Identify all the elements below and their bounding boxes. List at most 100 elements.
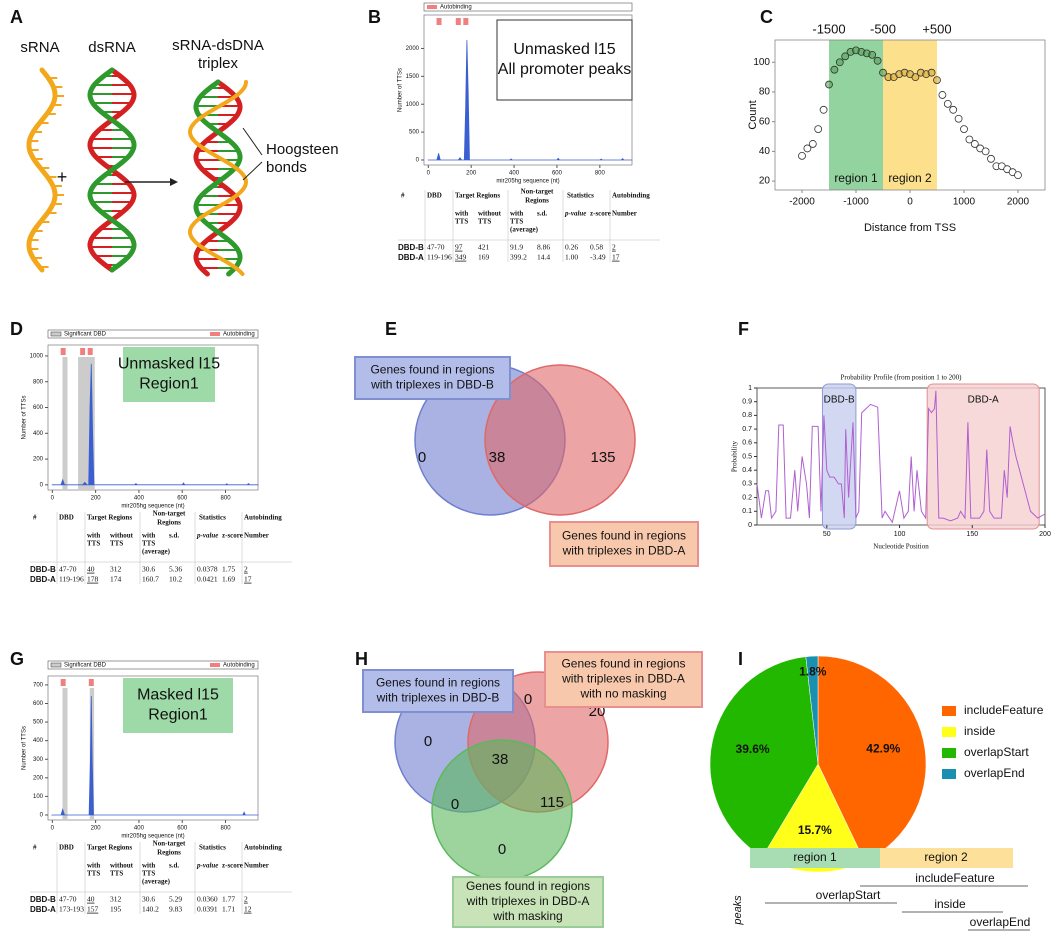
legend-label: inside	[964, 724, 996, 738]
x-tick-label: 0	[907, 197, 913, 208]
table-subheader: with	[455, 210, 468, 218]
data-point	[835, 58, 844, 67]
label: triplex	[198, 55, 239, 72]
panel-label: F	[738, 319, 749, 339]
tts-area	[427, 40, 633, 161]
legend-swatch	[942, 727, 956, 737]
table-header: Non-target	[153, 510, 186, 518]
y-tick-label: 0	[40, 813, 44, 819]
table-cell: DBD-A	[398, 253, 424, 262]
autobinding-marker	[60, 679, 66, 686]
label: dsRNA	[88, 39, 136, 56]
region-label: region 1	[793, 850, 837, 864]
region-label: DBD-B	[824, 395, 855, 406]
y-tick-label: 400	[33, 738, 44, 744]
table-cell: 30.6	[142, 565, 155, 574]
table-subheader: TTS	[110, 870, 123, 878]
y-tick-label: 600	[33, 405, 44, 411]
y-axis-label: Number of TTSs	[398, 68, 404, 112]
table-subheader: (average)	[142, 878, 171, 886]
table-cell: 40	[87, 895, 95, 904]
legend-swatch	[942, 748, 956, 758]
table-cell: 30.6	[142, 895, 155, 904]
y-axis-label: Number of TTSs	[22, 726, 28, 770]
strand	[87, 67, 137, 273]
x-tick-label: 800	[595, 171, 606, 177]
table-cell: DBD-A	[30, 905, 56, 914]
region-label: region 2	[888, 171, 932, 185]
table-cell: 349	[455, 253, 467, 262]
panel-label: H	[355, 649, 368, 669]
table-cell: 40	[87, 565, 95, 574]
table-cell: 312	[110, 565, 122, 574]
x-tick-label: 100	[894, 531, 906, 538]
table-subheader: with	[142, 862, 155, 870]
top-tick-label: -1500	[812, 21, 845, 36]
table-cell: 173-193	[59, 905, 84, 914]
table-header: DBD	[59, 514, 74, 522]
table-header: Target Regions	[87, 844, 132, 852]
table-subheader: z-score	[222, 532, 243, 540]
x-tick-label: 1000	[953, 197, 976, 208]
panel-label: C	[760, 7, 773, 27]
y-tick-label: 200	[33, 775, 44, 781]
y-tick-label: 0.1	[742, 508, 752, 515]
x-axis-label: mir205hg sequence (nt)	[121, 504, 184, 510]
table-subheader: p-value	[196, 532, 218, 540]
data-point	[1014, 171, 1022, 180]
autobinding-marker	[436, 18, 442, 25]
table-subheader: (average)	[142, 548, 171, 556]
table-cell: 421	[478, 243, 490, 252]
x-tick-label: 0	[51, 496, 55, 502]
peak-label: inside	[934, 897, 966, 911]
venn-count: 38	[492, 751, 509, 768]
venn-label: with triplexes in DBD-A	[561, 672, 685, 686]
y-tick-label: 700	[33, 682, 44, 688]
table-header: Non-target	[153, 840, 186, 848]
tts-area	[51, 363, 259, 486]
table-cell: 17	[244, 575, 252, 584]
venn-label-box	[452, 876, 604, 928]
strand	[193, 79, 243, 277]
legend-label: Significant DBD	[64, 332, 107, 338]
data-point	[970, 140, 979, 148]
table-cell: 17	[612, 253, 620, 262]
table-cell: 119-196	[427, 253, 452, 262]
legend-box	[423, 2, 633, 12]
table-subheader: s.d.	[169, 532, 179, 540]
table-cell: 47-70	[427, 243, 445, 252]
data-point	[938, 91, 947, 99]
peak-label: includeFeature	[915, 871, 995, 885]
y-tick-label: 0.2	[742, 494, 752, 501]
pie-slice	[709, 656, 819, 857]
panel-label: G	[10, 649, 24, 669]
table-cell: 5.29	[169, 895, 182, 904]
table-subheader: s.d.	[169, 862, 179, 870]
venn-label: Genes found in regions	[370, 363, 494, 377]
panel-label: D	[10, 319, 23, 339]
y-tick-label: 1000	[30, 354, 44, 360]
table-subheader: TTS	[478, 218, 491, 226]
table-cell: -3.49	[590, 253, 606, 262]
label: bonds	[266, 159, 307, 176]
table-subheader: TTS	[87, 540, 100, 548]
venn-count: 0	[418, 449, 426, 466]
tts-area	[50, 696, 259, 816]
table-cell: 0.0421	[197, 575, 218, 584]
data-point	[943, 99, 952, 108]
table-cell: 0.0360	[197, 895, 218, 904]
data-point	[808, 140, 817, 148]
venn-label: with triplexes in DBD-B	[370, 378, 494, 392]
legend-label: Autobinding	[440, 5, 472, 11]
x-tick-label: 200	[91, 826, 102, 832]
autobinding-marker	[455, 18, 461, 25]
peak-label: overlapEnd	[970, 915, 1031, 929]
autobinding-marker	[87, 348, 93, 355]
data-point	[868, 50, 877, 59]
region-label: DBD-A	[968, 395, 999, 406]
y-tick-label: 0.8	[742, 412, 752, 419]
table-header: DBD	[59, 844, 74, 852]
y-tick-label: 1500	[406, 74, 420, 80]
x-tick-label: 600	[177, 826, 188, 832]
data-point	[879, 68, 887, 77]
